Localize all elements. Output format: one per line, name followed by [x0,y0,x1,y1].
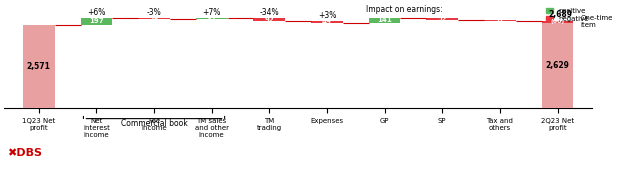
Bar [426,18,458,20]
Text: +6%: +6% [87,8,106,17]
Text: 52: 52 [438,16,447,22]
Bar [542,21,573,23]
Text: 2,571: 2,571 [27,62,51,71]
Text: (60): (60) [550,19,565,24]
Bar [23,25,54,108]
Text: 92: 92 [264,17,274,23]
Text: 49: 49 [322,19,332,25]
Bar [253,18,285,21]
Bar [311,21,343,23]
Text: +7%: +7% [202,8,221,17]
Bar [80,18,112,25]
Text: 2,629: 2,629 [545,61,569,70]
Bar [369,18,400,23]
Bar [484,20,516,21]
Text: -34%: -34% [259,8,279,17]
Text: ✖DBS: ✖DBS [7,148,42,158]
Bar [196,18,228,19]
Text: 28: 28 [149,16,159,22]
Text: 197: 197 [89,18,104,24]
Text: One-time
item: One-time item [580,15,613,28]
Text: +3%: +3% [318,11,336,20]
Text: 141: 141 [377,17,392,23]
Bar [138,18,170,19]
Text: 31: 31 [495,17,504,23]
Legend: positive, negative: positive, negative [545,8,589,22]
Text: 2,689: 2,689 [548,11,573,20]
Text: Impact on earnings:: Impact on earnings: [366,5,443,14]
Text: Commercial book: Commercial book [121,119,188,128]
Text: -3%: -3% [147,8,162,17]
Text: 32: 32 [207,16,217,22]
Bar [542,23,573,108]
